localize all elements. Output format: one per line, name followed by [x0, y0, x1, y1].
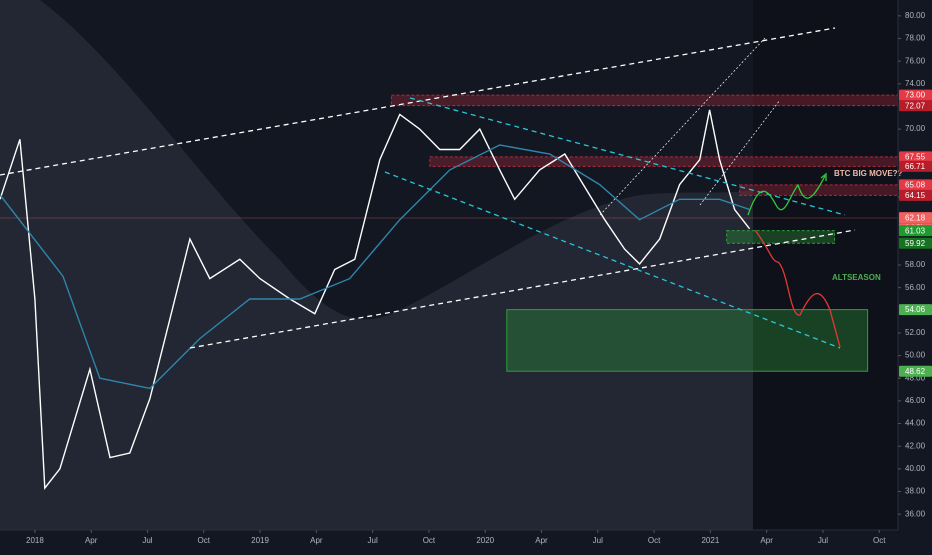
arrow [820, 172, 827, 181]
y-tick-label: 76.00 [905, 56, 926, 65]
price-label: 73.00 [905, 91, 926, 100]
price-label: 67.55 [905, 152, 926, 161]
price-label-box [899, 237, 932, 249]
x-tick-label: 2018 [26, 536, 44, 545]
y-tick-label: 40.00 [905, 464, 926, 473]
x-tick-label: Oct [648, 536, 661, 545]
projection-down [754, 229, 841, 348]
x-tick-label: 2021 [701, 536, 719, 545]
price-label-box [899, 100, 932, 112]
x-tick-label: Jul [818, 536, 828, 545]
price-label: 65.08 [905, 180, 926, 189]
price-label: 59.92 [905, 239, 926, 248]
price-label: 61.03 [905, 226, 926, 235]
y-tick-label: 52.00 [905, 328, 926, 337]
ma-area [0, 0, 753, 530]
x-tick-label: Oct [198, 536, 211, 545]
zone [429, 156, 899, 167]
price-label: 54.06 [905, 305, 926, 314]
trendline [599, 37, 766, 216]
y-tick-label: 42.00 [905, 441, 926, 450]
x-tick-label: Jul [368, 536, 378, 545]
x-tick-label: Apr [85, 536, 98, 545]
x-tick-label: Oct [873, 536, 886, 545]
zone [506, 309, 869, 372]
price-label-box [899, 304, 932, 316]
y-tick-label: 80.00 [905, 11, 926, 20]
price-label: 64.15 [905, 191, 926, 200]
price-label-box [899, 189, 932, 201]
y-tick-label: 44.00 [905, 419, 926, 428]
y-tick-label: 78.00 [905, 34, 926, 43]
y-tick-label: 46.00 [905, 396, 926, 405]
price-label: 72.07 [905, 101, 926, 110]
trendline [384, 171, 841, 349]
annotation: ALTSEASON [832, 273, 881, 282]
trendline [0, 27, 836, 176]
price-label-box [899, 365, 932, 377]
trendline [409, 97, 846, 216]
y-tick-label: 48.00 [905, 373, 926, 382]
zone [390, 94, 899, 107]
price-label-box [899, 160, 932, 172]
price-label-box [899, 225, 932, 237]
zone [739, 184, 899, 196]
x-tick-label: 2019 [251, 536, 269, 545]
y-tick-label: 74.00 [905, 79, 926, 88]
future-area [753, 0, 898, 530]
series-line [0, 109, 751, 491]
price-label-box [899, 212, 932, 224]
price-label: 66.71 [905, 162, 926, 171]
price-label: 62.18 [905, 213, 926, 222]
x-tick-label: Oct [423, 536, 436, 545]
price-label-box [899, 179, 932, 191]
x-tick-label: Apr [760, 536, 773, 545]
zone [726, 230, 836, 244]
series-line [0, 144, 750, 390]
y-tick-label: 36.00 [905, 509, 926, 518]
y-tick-label: 50.00 [905, 351, 926, 360]
x-tick-label: Apr [535, 536, 548, 545]
price-label-box [899, 89, 932, 101]
x-tick-label: 2020 [476, 536, 494, 545]
price-label: 48.62 [905, 367, 926, 376]
x-tick-label: Jul [142, 536, 152, 545]
y-tick-label: 58.00 [905, 260, 926, 269]
trendline [189, 229, 856, 349]
annotation: BTC BIG MOVE?? [834, 169, 903, 178]
y-tick-label: 70.00 [905, 124, 926, 133]
price-label-box [899, 151, 932, 163]
drawings [0, 27, 856, 349]
y-tick-label: 38.00 [905, 487, 926, 496]
projection-up [747, 175, 826, 216]
y-tick-label: 56.00 [905, 283, 926, 292]
x-tick-label: Jul [593, 536, 603, 545]
x-tick-label: Apr [310, 536, 323, 545]
